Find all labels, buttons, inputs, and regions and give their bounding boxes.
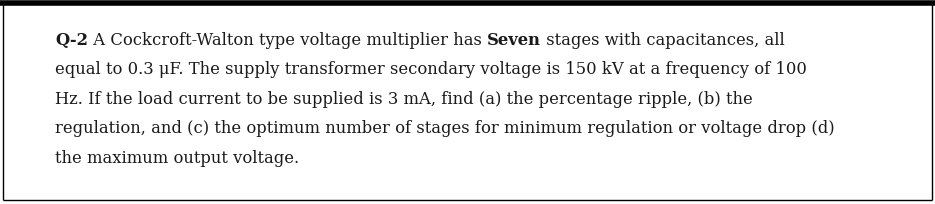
Text: A Cockcroft-Walton type voltage multiplier has: A Cockcroft-Walton type voltage multipli… bbox=[88, 32, 487, 49]
Text: Seven: Seven bbox=[487, 32, 541, 49]
Text: stages with capacitances, all: stages with capacitances, all bbox=[541, 32, 784, 49]
Text: regulation, and (c) the optimum number of stages for minimum regulation or volta: regulation, and (c) the optimum number o… bbox=[55, 120, 835, 137]
Text: equal to 0.3 μF. The supply transformer secondary voltage is 150 kV at a frequen: equal to 0.3 μF. The supply transformer … bbox=[55, 61, 807, 78]
Text: Hz. If the load current to be supplied is 3 mA, find (a) the percentage ripple, : Hz. If the load current to be supplied i… bbox=[55, 91, 753, 108]
Text: Q-2: Q-2 bbox=[55, 32, 88, 49]
Text: the maximum output voltage.: the maximum output voltage. bbox=[55, 149, 299, 166]
